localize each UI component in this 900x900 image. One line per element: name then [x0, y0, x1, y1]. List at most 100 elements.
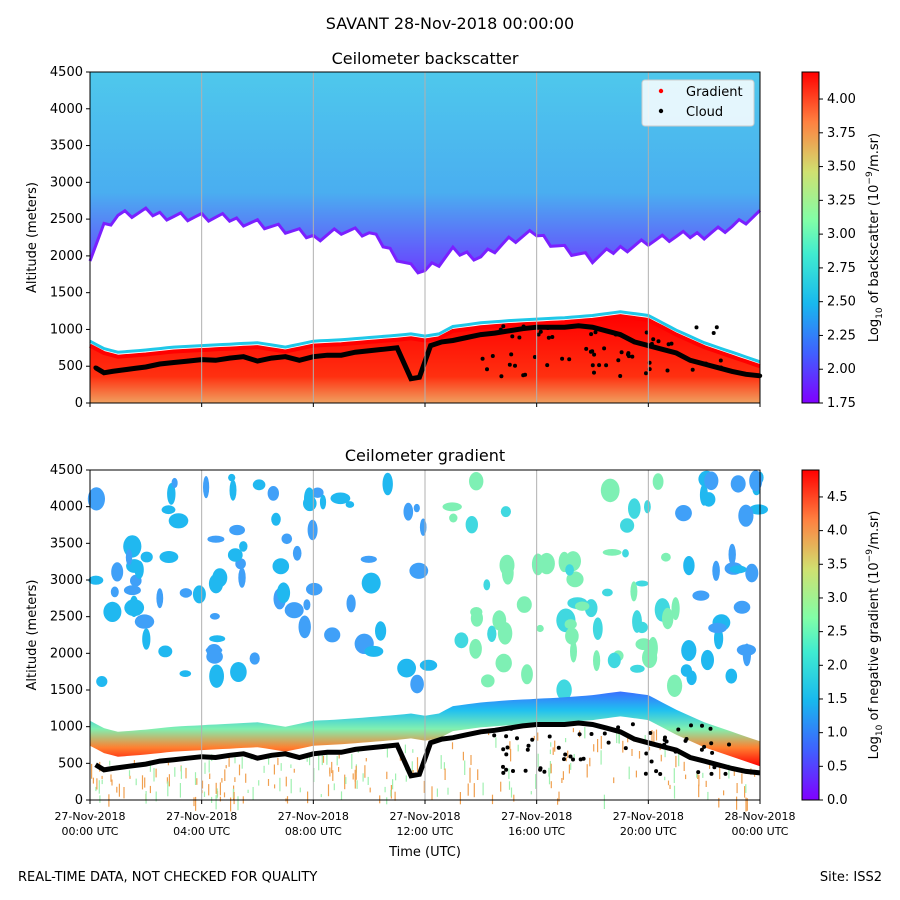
- gradient-streak: [153, 768, 155, 782]
- cloud-point: [602, 731, 607, 736]
- gradient-streak: [216, 788, 218, 799]
- cloud-point: [729, 369, 735, 374]
- gradient-streak: [535, 774, 537, 789]
- gradient-streak: [567, 750, 569, 758]
- gradient-streak: [221, 778, 223, 783]
- gradient-streak: [208, 784, 210, 796]
- gradient-streak: [193, 797, 195, 807]
- cloud-point: [606, 740, 611, 745]
- gradient-streak: [675, 755, 677, 768]
- gradient-streak: [537, 732, 539, 741]
- gradient-patch: [531, 553, 544, 576]
- gradient-streak: [736, 796, 738, 810]
- gradient-streak: [386, 797, 388, 805]
- gradient-streak: [664, 776, 666, 781]
- cloud-point: [297, 358, 302, 363]
- cloud-point: [718, 358, 723, 363]
- cloud-point: [688, 358, 693, 363]
- gradient-streak: [386, 747, 388, 758]
- gradient-streak: [500, 781, 502, 792]
- y-tick-label: 500: [58, 756, 83, 771]
- gradient-streak: [586, 764, 588, 778]
- gradient-streak: [390, 789, 392, 797]
- gradient-streak: [622, 740, 624, 753]
- gradient-streak: [386, 771, 388, 780]
- gradient-patch: [568, 575, 583, 587]
- cloud-point: [513, 363, 517, 368]
- gradient-streak: [698, 775, 700, 787]
- cloud-point: [408, 376, 414, 381]
- gradient-patch: [281, 533, 293, 545]
- cloud-point: [510, 334, 515, 339]
- cloud-point: [654, 769, 659, 774]
- y-tick-label: 1000: [50, 720, 83, 735]
- gradient-streak: [565, 757, 567, 762]
- gradient-patch: [319, 494, 327, 510]
- y-tick-label: 2000: [50, 249, 83, 264]
- gradient-patch: [708, 622, 727, 634]
- gradient-patch: [683, 556, 695, 576]
- gradient-streak: [741, 773, 743, 784]
- gradient-streak: [267, 779, 270, 786]
- cloud-point: [709, 741, 714, 746]
- cloud-point: [714, 325, 719, 330]
- gradient-patch: [161, 505, 176, 515]
- colorbar-tick-label: 1.5: [827, 692, 848, 707]
- x-tick-time: 08:00 UTC: [285, 825, 342, 838]
- gradient-streak: [728, 764, 730, 779]
- gradient-patch: [675, 504, 692, 522]
- gradient-streak: [215, 782, 217, 794]
- gradient-patch: [410, 674, 424, 694]
- gradient-patch: [749, 470, 763, 492]
- gradient-patch: [125, 549, 133, 566]
- gradient-streak: [412, 770, 414, 774]
- cloud-point: [676, 727, 681, 732]
- cloud-point: [568, 754, 573, 759]
- gradient-streak: [268, 757, 270, 765]
- gradient-patch: [465, 516, 478, 534]
- gradient-patch: [271, 512, 281, 526]
- gradient-patch: [230, 662, 247, 682]
- gradient-patch: [602, 588, 613, 597]
- cloud-point: [644, 371, 648, 376]
- gradient-streak: [345, 777, 347, 784]
- gradient-patch: [209, 664, 225, 688]
- colorbar-tick-label: 3.25: [827, 193, 856, 208]
- gradient-streak: [233, 792, 235, 805]
- backscatter-plot-area: [88, 71, 763, 404]
- gradient-streak: [482, 782, 484, 796]
- gradient-streak: [340, 791, 343, 800]
- gradient-patch: [229, 524, 246, 536]
- cloud-point: [702, 361, 707, 367]
- gradient-patch: [662, 607, 674, 630]
- cloud-point: [632, 339, 637, 345]
- gradient-streak: [355, 765, 357, 780]
- gradient-streak: [707, 791, 709, 801]
- cloud-point: [171, 360, 176, 365]
- gradient-streak: [367, 776, 369, 785]
- colorbar-tick-label: 2.50: [827, 295, 856, 310]
- gradient-streak: [533, 735, 535, 740]
- cloud-point: [428, 343, 433, 348]
- colorbar-tick-label: 1.0: [827, 726, 848, 741]
- gradient-patch: [238, 567, 246, 588]
- gradient-streak: [354, 780, 356, 789]
- colorbar-label: Log10 of negative gradient (10−9/m.sr): [865, 511, 885, 760]
- gradient-patch: [692, 590, 710, 601]
- gradient-streak: [459, 792, 461, 805]
- x-tick-date: 27-Nov-2018: [613, 810, 684, 823]
- gradient-streak: [279, 777, 281, 792]
- cloud-point: [492, 330, 497, 336]
- cloud-point: [619, 350, 624, 355]
- cloud-point: [643, 771, 648, 776]
- gradient-patch: [483, 579, 491, 591]
- gradient-patch: [267, 486, 279, 501]
- gradient-streak: [111, 779, 113, 786]
- cloud-point: [538, 329, 543, 334]
- y-tick-label: 4500: [50, 463, 83, 478]
- x-tick-date: 27-Nov-2018: [278, 810, 349, 823]
- gradient-streak: [123, 787, 125, 799]
- colorbar-label-post: /m.sr): [867, 133, 882, 171]
- gradient-patch: [419, 659, 438, 671]
- legend-box: [641, 79, 755, 127]
